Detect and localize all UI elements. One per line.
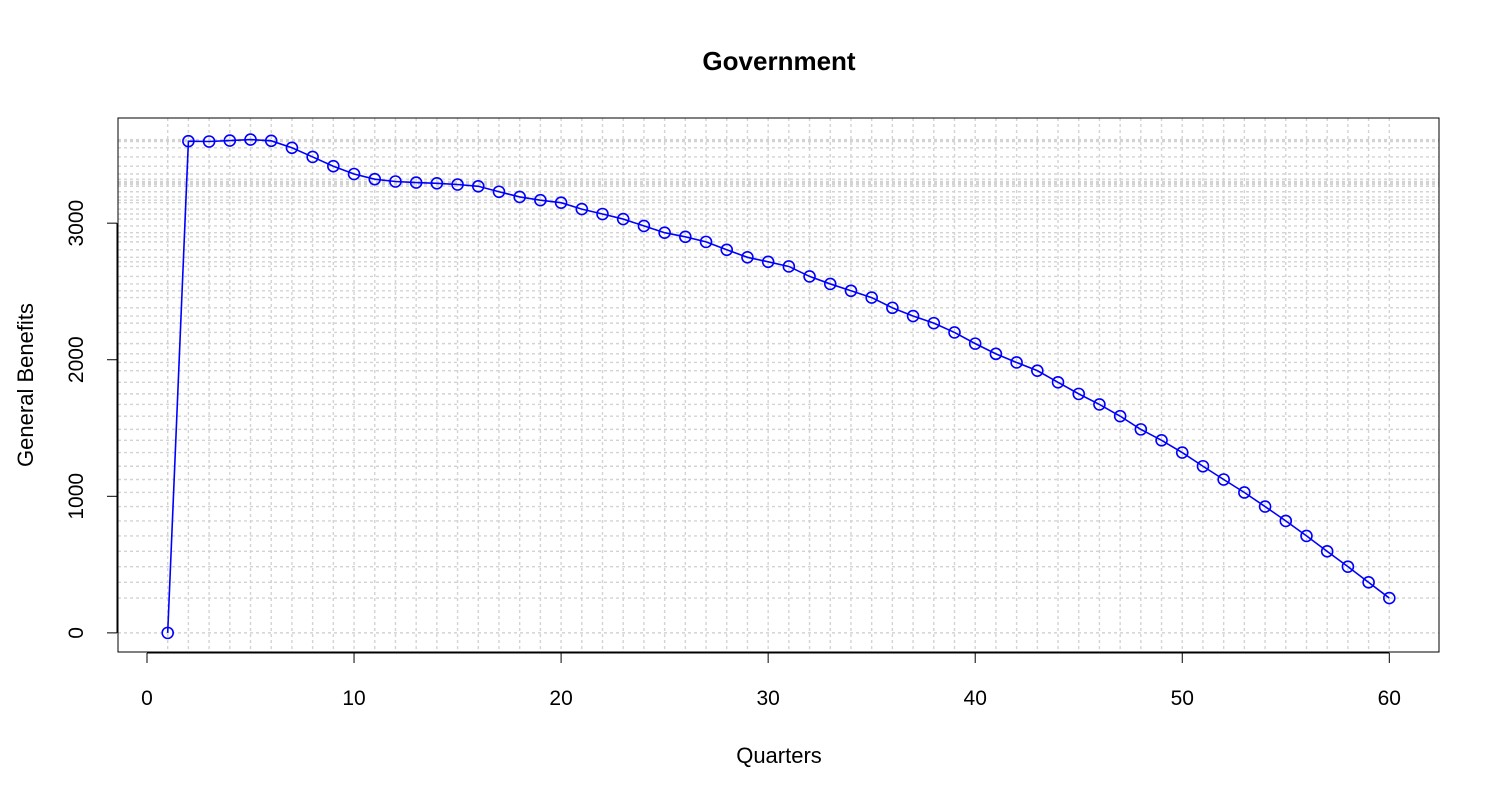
series-group [161,133,1396,640]
data-point [368,172,382,186]
data-point [679,230,692,244]
data-point [782,260,796,273]
data-point [1341,560,1355,573]
data-point [554,196,568,209]
x-tick-label: 30 [756,687,779,710]
data-point [1155,434,1168,447]
data-point [285,141,299,155]
x-axis: 0 10 20 30 40 50 60 [141,652,1401,710]
data-point [1362,576,1375,589]
data-point [1134,423,1148,436]
data-point [865,291,878,304]
data-point [202,135,216,148]
data-point [1383,591,1396,605]
data-point [389,175,402,188]
data-point [616,212,630,226]
data-point [409,176,423,189]
data-point [1320,545,1334,558]
data-point [327,159,340,173]
data-point [471,179,485,193]
data-point [1010,356,1023,369]
data-point [1217,473,1230,486]
data-point [720,243,734,257]
x-axis-label: Quarters [736,743,822,768]
data-point [658,226,671,240]
data-point [1093,398,1106,411]
y-tick-label: 2000 [65,336,88,383]
data-point [264,134,278,148]
y-tick-label: 3000 [65,200,88,247]
data-point [1072,387,1086,401]
x-tick-label: 60 [1378,687,1401,710]
data-point [968,337,982,350]
data-point [596,207,609,221]
data-point [1175,446,1189,459]
data-point [1196,459,1210,473]
x-tick-label: 40 [964,687,987,710]
data-point [244,133,257,146]
data-point [886,301,899,315]
x-tick-label: 50 [1171,687,1194,710]
data-point [989,347,1003,361]
y-tick-label: 1000 [65,473,88,520]
data-point [927,316,941,330]
grid [118,118,1439,652]
data-point [1113,409,1127,423]
data-point [906,309,920,323]
data-point [741,251,754,264]
data-point [699,235,713,249]
data-point [223,134,237,147]
x-tick-label: 0 [141,687,153,710]
data-point [823,277,837,291]
data-point [1258,500,1272,513]
data-point [948,326,961,339]
data-point [803,270,816,283]
data-point [844,284,858,298]
y-tick-label: 0 [65,627,88,639]
data-point [451,178,464,191]
x-tick-label: 20 [549,687,572,710]
plot-box [117,117,1440,653]
data-point [637,219,651,233]
series-line [166,138,1390,633]
y-axis-label: General Benefits [13,303,38,467]
data-point [492,185,506,199]
data-point [347,167,361,181]
data-point [182,134,195,148]
data-point [1238,486,1251,499]
data-point [1300,529,1313,543]
y-axis: 0 1000 2000 3000 [65,200,118,639]
data-point [761,255,775,269]
data-point [430,176,444,190]
data-point [1051,375,1065,389]
data-point [513,190,526,204]
data-point [306,150,319,164]
data-point [575,202,589,216]
data-point [534,193,547,207]
chart-title: Government [702,46,855,76]
data-point [1031,364,1044,377]
x-tick-label: 10 [342,687,365,710]
data-point [161,626,174,640]
data-point [1279,514,1293,528]
